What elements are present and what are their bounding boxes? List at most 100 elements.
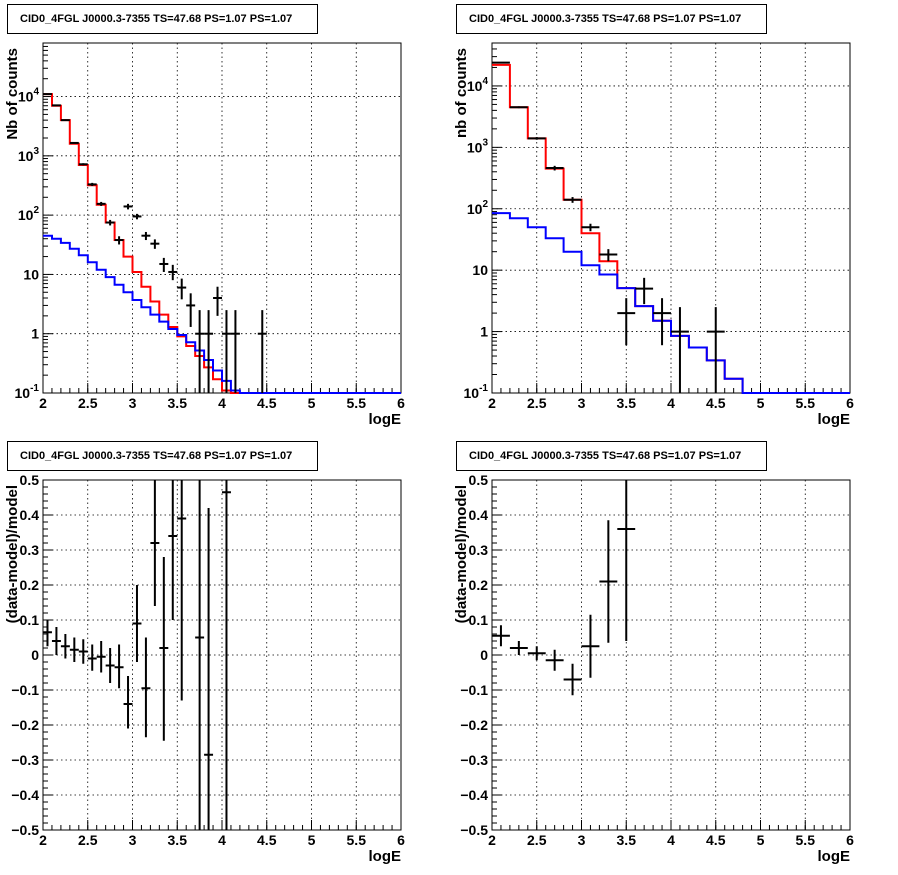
x-tick-label: 3	[578, 395, 586, 411]
x-tick-label: 4.5	[706, 395, 726, 411]
x-tick-label: 3.5	[168, 395, 188, 411]
data-point	[78, 163, 88, 166]
data-point	[114, 236, 124, 245]
x-tick-label: 2	[488, 832, 496, 848]
y-tick-label: 0.3	[20, 542, 40, 558]
x-tick-label: 2.5	[527, 395, 547, 411]
data-point	[509, 641, 528, 655]
x-tick-label: 3.5	[617, 832, 637, 848]
title-box-bottom-right: CID0_4FGL J0000.3-7355 TS=47.68 PS=1.07 …	[456, 441, 767, 471]
data-point	[527, 137, 546, 140]
data-point	[105, 219, 115, 226]
data-point	[69, 637, 79, 662]
data-point	[563, 663, 582, 696]
data-point	[60, 634, 70, 659]
x-tick-label: 2	[39, 395, 47, 411]
y-tick-label: 0.5	[20, 472, 40, 488]
x-tick-label: 2	[488, 395, 496, 411]
data-point	[132, 213, 142, 220]
y-axis-label: nb of counts	[453, 48, 470, 138]
y-tick-label: −0.3	[460, 752, 488, 768]
data-point	[635, 277, 654, 305]
x-tick-label: 2.5	[78, 395, 98, 411]
x-tick-label: 3	[578, 832, 586, 848]
y-tick-label: −0.3	[11, 752, 39, 768]
chart-title-bottom-right: CID0_4FGL J0000.3-7355 TS=47.68 PS=1.07 …	[469, 450, 742, 462]
data-point	[150, 480, 160, 606]
x-tick-label: 4.5	[706, 832, 726, 848]
data-point	[195, 480, 205, 830]
x-axis-label: logE	[369, 411, 402, 428]
x-tick-label: 5.5	[347, 395, 367, 411]
y-tick-label: 1	[31, 326, 39, 342]
data-point	[653, 298, 671, 346]
data-point	[51, 627, 61, 655]
x-tick-label: 6	[846, 395, 854, 411]
data-point	[87, 182, 97, 186]
data-point	[123, 676, 133, 729]
data-point	[159, 557, 169, 741]
data-point	[168, 264, 178, 281]
y-tick-label: −0.2	[11, 717, 39, 733]
y-tick-label: 10	[23, 266, 39, 282]
y-tick-label: −0.5	[460, 822, 488, 838]
data-point	[177, 278, 187, 300]
y-axis-label: Nb of counts	[4, 48, 21, 140]
x-tick-label: 5	[757, 832, 765, 848]
y-tick-label: 10-1	[15, 383, 40, 401]
y-tick-label: −0.1	[11, 682, 39, 698]
data-point	[581, 614, 600, 678]
data-point	[159, 257, 169, 272]
x-tick-label: 4.5	[257, 395, 277, 411]
x-tick-label: 4	[667, 395, 675, 411]
y-tick-label: 0	[31, 647, 39, 663]
y-axis-label: (data-model)/model	[453, 485, 470, 623]
y-tick-label: 0.1	[20, 612, 40, 628]
x-tick-label: 2	[39, 832, 47, 848]
x-tick-label: 5	[757, 395, 765, 411]
x-tick-label: 2.5	[527, 832, 547, 848]
data-point	[545, 649, 564, 671]
x-tick-label: 3.5	[168, 832, 188, 848]
y-tick-label: 0.2	[20, 577, 40, 593]
data-point	[204, 310, 214, 393]
x-tick-label: 2.5	[78, 832, 98, 848]
y-tick-label: 0.3	[469, 542, 489, 558]
y-tick-label: 0.4	[469, 507, 489, 523]
y-tick-label: 1	[480, 324, 488, 340]
data-point	[60, 119, 70, 122]
x-tick-label: 3.5	[617, 395, 637, 411]
x-tick-label: 5	[308, 832, 316, 848]
y-tick-label: −0.5	[11, 822, 39, 838]
x-axis-label: logE	[818, 848, 851, 865]
x-tick-label: 3	[129, 832, 137, 848]
x-tick-label: 5.5	[796, 395, 816, 411]
data-point	[257, 310, 267, 393]
y-tick-label: −0.4	[11, 787, 39, 803]
data-point	[43, 620, 52, 647]
data-point	[527, 646, 546, 661]
data-point	[581, 223, 600, 232]
y-tick-label: 10-1	[464, 383, 489, 401]
data-point	[69, 141, 79, 144]
y-axis-label: (data-model)/model	[4, 485, 21, 623]
data-point	[617, 480, 636, 641]
chart-title-bottom-left: CID0_4FGL J0000.3-7355 TS=47.68 PS=1.07 …	[20, 450, 293, 462]
histogram-series-blue	[492, 212, 850, 394]
data-point	[105, 648, 115, 683]
y-tick-label: 0	[480, 647, 488, 663]
y-tick-label: 0.4	[20, 507, 40, 523]
x-tick-label: 4	[218, 832, 226, 848]
data-point	[213, 286, 222, 316]
chart-title-top-right: CID0_4FGL J0000.3-7355 TS=47.68 PS=1.07 …	[469, 13, 742, 25]
data-point	[132, 585, 142, 662]
data-point	[230, 310, 240, 393]
x-tick-label: 3	[129, 395, 137, 411]
y-tick-label: −0.2	[460, 717, 488, 733]
data-point	[509, 106, 528, 109]
data-point	[545, 165, 564, 171]
